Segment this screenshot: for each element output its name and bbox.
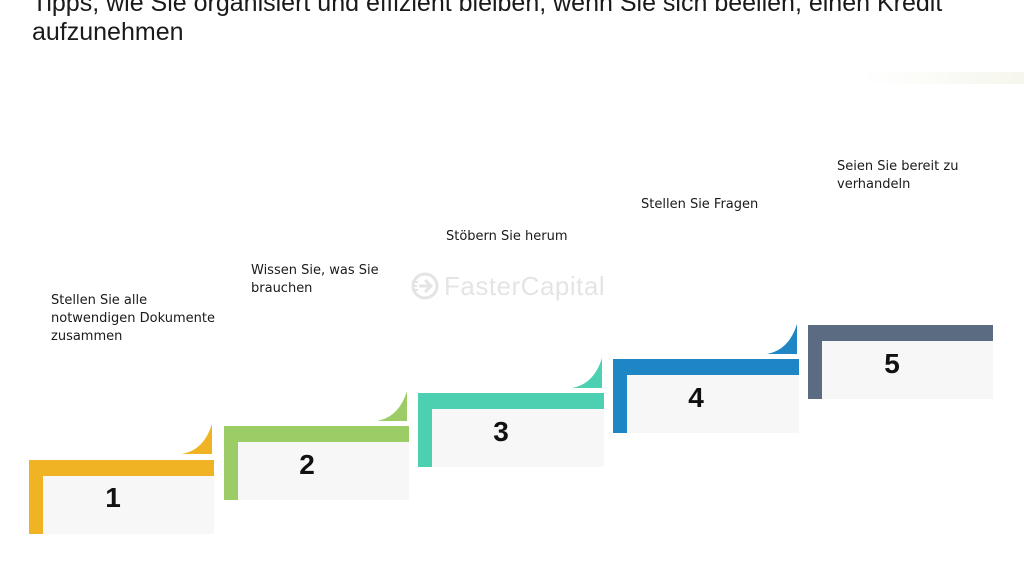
- step-bar-horizontal: [613, 359, 799, 375]
- step-label: Wissen Sie, was Sie brauchen: [251, 263, 379, 296]
- step-card: [42, 476, 214, 534]
- page-curl-icon: [377, 391, 407, 421]
- page-curl-icon: [182, 424, 212, 454]
- step-number: 2: [299, 449, 315, 480]
- fastercapital-logo-icon: [411, 272, 439, 300]
- step-card: [432, 409, 604, 467]
- step-bar-vertical: [29, 460, 43, 534]
- page-title: Tipps, wie Sie organisiert und effizient…: [32, 0, 943, 46]
- step-number: 4: [688, 382, 704, 413]
- step-label: Stellen Sie alle notwendigen Dokumente z…: [51, 293, 215, 344]
- step-label: Seien Sie bereit zu verhandeln: [837, 159, 959, 192]
- watermark-text: FasterCapital: [444, 270, 606, 301]
- decorative-fade: [860, 72, 1024, 84]
- step-label: Stellen Sie Fragen: [641, 197, 759, 212]
- step-bar-vertical: [808, 325, 822, 399]
- step-label: Stöbern Sie herum: [446, 229, 568, 244]
- step-bar-horizontal: [29, 460, 214, 476]
- watermark: FasterCapital: [410, 268, 620, 304]
- page-curl-icon: [572, 358, 602, 388]
- step-number: 3: [493, 416, 509, 447]
- step-bar-horizontal: [224, 426, 409, 442]
- step-card: [822, 341, 993, 399]
- step-bar-horizontal: [808, 325, 993, 341]
- step-bar-vertical: [224, 426, 238, 500]
- step-bar-vertical: [418, 393, 432, 467]
- step-card: [627, 375, 799, 433]
- step-bar-horizontal: [418, 393, 604, 409]
- step-number: 5: [884, 348, 900, 379]
- step-bar-vertical: [613, 359, 627, 433]
- page-curl-icon: [767, 324, 797, 354]
- step-number: 1: [105, 482, 121, 513]
- step-card: [237, 442, 409, 500]
